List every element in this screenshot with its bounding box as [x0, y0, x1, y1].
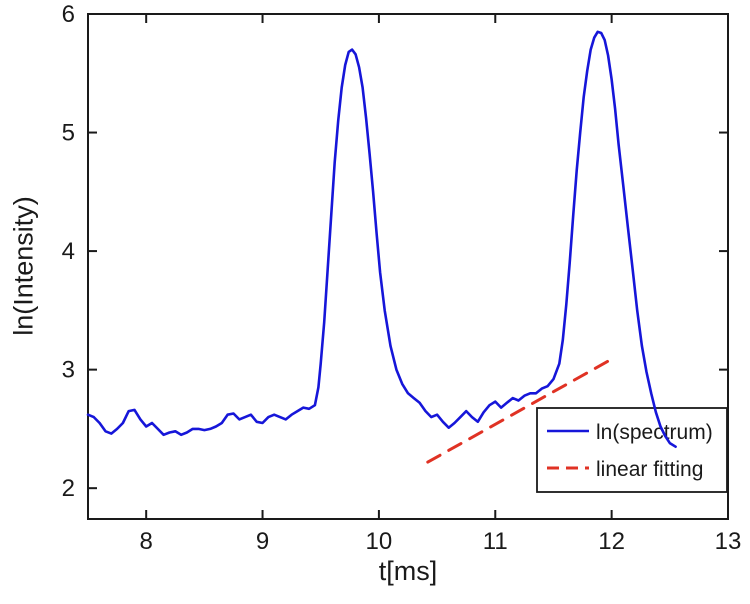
x-tick-label: 10	[366, 528, 393, 555]
y-tick-label: 5	[62, 120, 75, 147]
x-tick-label: 11	[483, 528, 508, 555]
x-axis-label: t[ms]	[378, 556, 438, 586]
y-tick-label: 4	[62, 238, 75, 265]
y-tick-label: 6	[62, 1, 75, 28]
x-tick-label: 13	[715, 528, 742, 555]
legend-label-ln-spectrum: ln(spectrum)	[596, 421, 713, 444]
x-tick-label: 8	[140, 528, 153, 555]
series-linear-fitting	[426, 356, 616, 464]
legend-label-linear-fitting: linear fitting	[596, 458, 703, 481]
x-tick-label: 12	[598, 528, 625, 555]
series-ln-spectrum	[86, 30, 677, 449]
y-tick-label: 3	[62, 357, 75, 384]
legend-box	[536, 407, 728, 493]
y-tick-label: 2	[62, 475, 75, 502]
x-tick-label: 9	[256, 528, 269, 555]
y-axis-label: ln(Intensity)	[8, 196, 39, 336]
